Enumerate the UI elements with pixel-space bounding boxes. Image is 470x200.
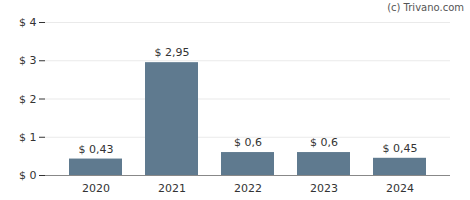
html-text:(c) Trivano.com: (c) Trivano.com — [387, 2, 464, 13]
svg-text:2021: 2021 — [158, 182, 186, 195]
svg-text:2024: 2024 — [386, 182, 414, 195]
svg-text:$ 2,95: $ 2,95 — [155, 46, 190, 59]
svg-text:$ 1: $ 1 — [19, 131, 37, 144]
svg-text:$ 0,6: $ 0,6 — [310, 136, 338, 149]
svg-text:$ 0,6: $ 0,6 — [234, 136, 262, 149]
svg-text:$ 0,45: $ 0,45 — [383, 142, 418, 155]
svg-text:$ 2: $ 2 — [19, 93, 37, 106]
svg-text:2022: 2022 — [234, 182, 262, 195]
svg-text:2020: 2020 — [82, 182, 110, 195]
svg-text:2023: 2023 — [310, 182, 338, 195]
svg-text:$ 0: $ 0 — [19, 169, 37, 182]
svg-text:$ 4: $ 4 — [19, 16, 37, 29]
svg-text:$ 3: $ 3 — [19, 54, 37, 67]
svg-text:$ 0,43: $ 0,43 — [79, 143, 114, 156]
